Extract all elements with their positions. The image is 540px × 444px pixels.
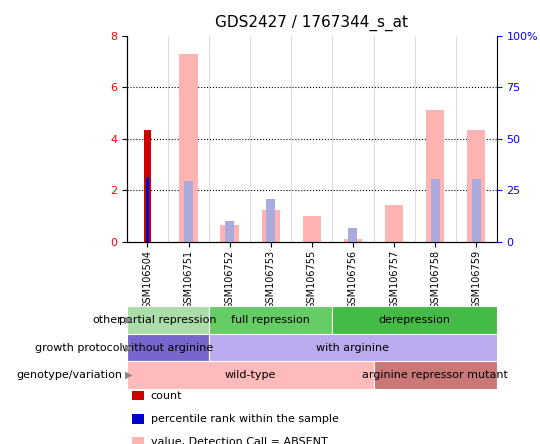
Text: arginine repressor mutant: arginine repressor mutant: [362, 370, 508, 380]
Text: percentile rank within the sample: percentile rank within the sample: [151, 414, 339, 424]
Bar: [385, 205, 403, 242]
Bar: [302, 216, 321, 242]
Bar: [467, 130, 485, 242]
Text: with arginine: with arginine: [316, 343, 389, 353]
Bar: [430, 179, 440, 242]
Text: full repression: full repression: [231, 315, 310, 325]
Title: GDS2427 / 1767344_s_at: GDS2427 / 1767344_s_at: [215, 15, 408, 32]
Bar: [261, 210, 280, 242]
Text: partial repression: partial repression: [119, 315, 217, 325]
Bar: [184, 181, 193, 242]
Text: ▶: ▶: [125, 370, 133, 380]
Text: wild-type: wild-type: [225, 370, 276, 380]
Bar: [343, 239, 362, 242]
Bar: [266, 199, 275, 242]
Bar: [179, 54, 198, 242]
Text: without arginine: without arginine: [123, 343, 214, 353]
Bar: [225, 221, 234, 242]
Text: derepression: derepression: [379, 315, 450, 325]
Bar: [220, 225, 239, 242]
Text: ▶: ▶: [125, 343, 133, 353]
Text: growth protocol: growth protocol: [35, 343, 123, 353]
Bar: [426, 111, 444, 242]
Text: count: count: [151, 391, 182, 400]
Bar: [472, 179, 481, 242]
Text: ▶: ▶: [125, 315, 133, 325]
Bar: [348, 228, 357, 242]
Bar: [144, 130, 151, 242]
Text: value, Detection Call = ABSENT: value, Detection Call = ABSENT: [151, 437, 327, 444]
Text: genotype/variation: genotype/variation: [17, 370, 123, 380]
Bar: [146, 178, 149, 242]
Text: other: other: [93, 315, 123, 325]
